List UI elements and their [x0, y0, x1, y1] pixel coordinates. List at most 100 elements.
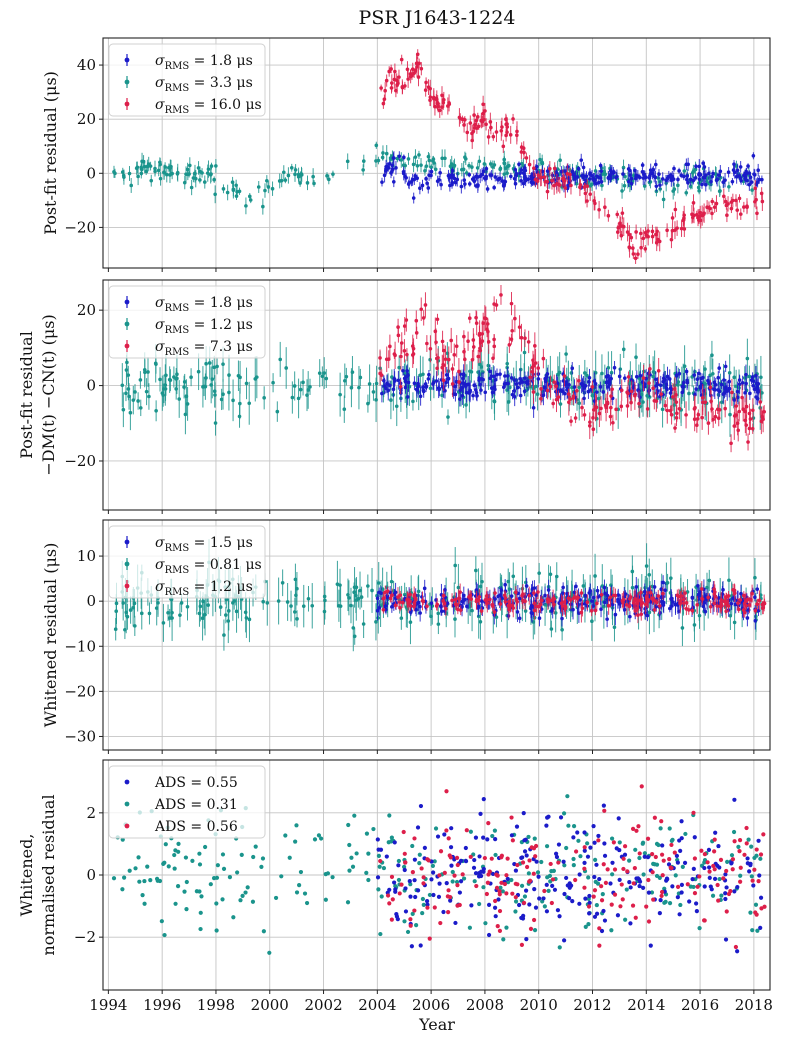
data-point: [542, 385, 547, 390]
data-point: [402, 371, 407, 376]
data-point: [509, 174, 513, 179]
data-point: [568, 172, 572, 177]
data-point: [613, 612, 618, 617]
data-point: [207, 361, 212, 365]
data-point: [588, 171, 592, 175]
data-point: [754, 373, 758, 378]
data-point: [631, 252, 636, 256]
data-point: [695, 603, 700, 607]
data-point: [625, 390, 629, 395]
data-point: [429, 614, 433, 619]
data-point: [421, 385, 425, 390]
data-point: [416, 75, 421, 79]
data-point: [440, 393, 444, 398]
data-point: [424, 385, 428, 389]
data-point: [757, 598, 762, 603]
data-point: [545, 179, 550, 184]
data-point: [506, 381, 510, 386]
data-point: [275, 409, 280, 414]
data-point: [413, 68, 418, 72]
data-point: [571, 394, 576, 399]
data-point: [747, 182, 752, 187]
data-point: [413, 596, 418, 601]
data-point: [680, 390, 685, 395]
data-point: [531, 358, 535, 363]
data-point: [141, 159, 146, 164]
data-point: [221, 187, 226, 191]
data-point: [721, 587, 725, 592]
data-point: [599, 607, 603, 612]
data-point: [442, 98, 446, 102]
data-point: [418, 394, 423, 399]
data-point: [661, 603, 666, 607]
data-point: [193, 171, 197, 176]
data-point: [361, 168, 365, 172]
data-point: [331, 172, 335, 176]
data-point: [529, 611, 534, 615]
data-point: [478, 382, 482, 387]
y-tick-label: 40: [77, 56, 96, 74]
data-point: [509, 301, 514, 306]
data-point: [453, 180, 458, 185]
data-point: [113, 627, 118, 632]
data-point: [521, 592, 525, 597]
data-point: [569, 183, 573, 188]
data-point: [482, 162, 487, 166]
data-point: [433, 167, 438, 172]
data-point: [499, 129, 504, 133]
data-point: [379, 373, 384, 377]
data-point: [158, 176, 163, 181]
data-point: [594, 390, 599, 394]
data-point: [306, 388, 310, 392]
data-point: [629, 400, 633, 405]
data-point: [654, 240, 659, 245]
data-point: [405, 67, 410, 72]
data-point: [758, 400, 763, 404]
data-point: [608, 414, 613, 419]
data-point: [214, 164, 218, 168]
data-point: [503, 582, 507, 587]
data-point: [523, 336, 527, 341]
data-point: [503, 596, 508, 600]
data-point: [387, 69, 391, 74]
data-point: [412, 381, 417, 385]
data-point: [450, 182, 454, 187]
data-point: [648, 590, 653, 595]
data-point: [212, 177, 216, 182]
data-point: [581, 584, 586, 588]
data-point: [402, 349, 407, 353]
data-point: [629, 235, 634, 240]
data-point: [643, 247, 648, 251]
data-point: [289, 604, 293, 608]
data-point: [668, 386, 673, 391]
data-point: [408, 74, 413, 79]
data-point: [463, 155, 467, 160]
data-point: [185, 604, 190, 609]
data-point: [514, 171, 519, 176]
data-point: [592, 595, 596, 600]
data-point: [308, 385, 312, 389]
data-point: [408, 610, 413, 615]
data-point: [461, 372, 466, 376]
legend-marker: [124, 561, 130, 567]
data-point: [584, 178, 588, 183]
data-point: [421, 372, 425, 377]
data-point: [306, 596, 311, 601]
data-point: [221, 362, 225, 366]
data-point: [590, 619, 594, 624]
data-point: [435, 317, 440, 322]
data-point: [708, 604, 713, 609]
data-point: [345, 159, 350, 164]
data-point: [750, 375, 755, 379]
data-point: [652, 585, 657, 589]
data-point: [524, 584, 529, 588]
data-point: [479, 365, 484, 369]
data-point: [548, 166, 552, 171]
data-point: [587, 380, 591, 384]
data-point: [745, 616, 750, 620]
data-point: [606, 603, 611, 608]
data-point: [593, 574, 597, 578]
data-point: [737, 196, 742, 201]
data-point: [471, 338, 476, 342]
data-point: [533, 361, 538, 365]
